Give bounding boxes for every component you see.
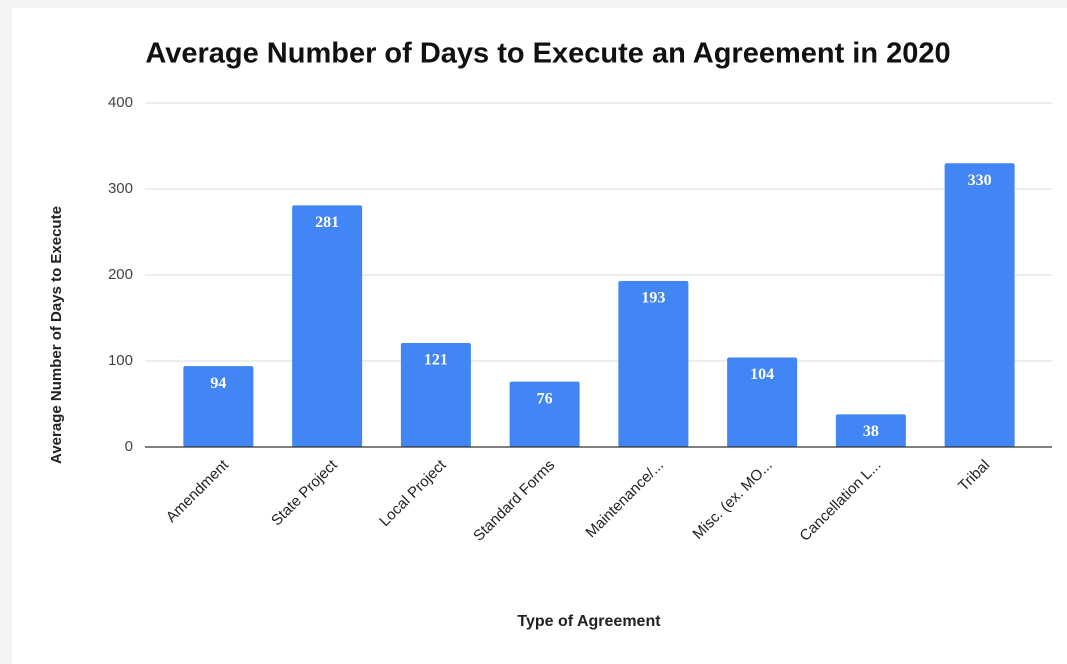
y-tick-label: 0 — [125, 438, 133, 455]
bar — [292, 205, 363, 447]
bar — [727, 357, 798, 447]
data-label: 76 — [537, 390, 553, 407]
bar — [509, 381, 580, 447]
x-axis-title: Type of Agreement — [517, 613, 661, 630]
data-label: 38 — [863, 423, 879, 440]
bar — [400, 342, 471, 447]
y-tick-label: 300 — [108, 180, 133, 197]
chart-background — [12, 8, 1067, 664]
bar — [183, 366, 254, 447]
bar — [835, 414, 906, 447]
bar — [944, 163, 1015, 447]
data-label: 121 — [424, 352, 448, 369]
data-label: 330 — [968, 172, 992, 189]
y-tick-label: 100 — [108, 352, 133, 369]
data-label: 281 — [315, 214, 339, 231]
chart-title: Average Number of Days to Execute an Agr… — [145, 38, 950, 70]
y-axis-title: Average Number of Days to Execute — [48, 206, 65, 464]
bar — [618, 281, 689, 447]
y-tick-label: 400 — [108, 94, 133, 111]
y-tick-label: 200 — [108, 266, 133, 283]
data-label: 94 — [210, 375, 226, 392]
data-label: 193 — [641, 290, 665, 307]
data-label: 104 — [750, 366, 774, 383]
